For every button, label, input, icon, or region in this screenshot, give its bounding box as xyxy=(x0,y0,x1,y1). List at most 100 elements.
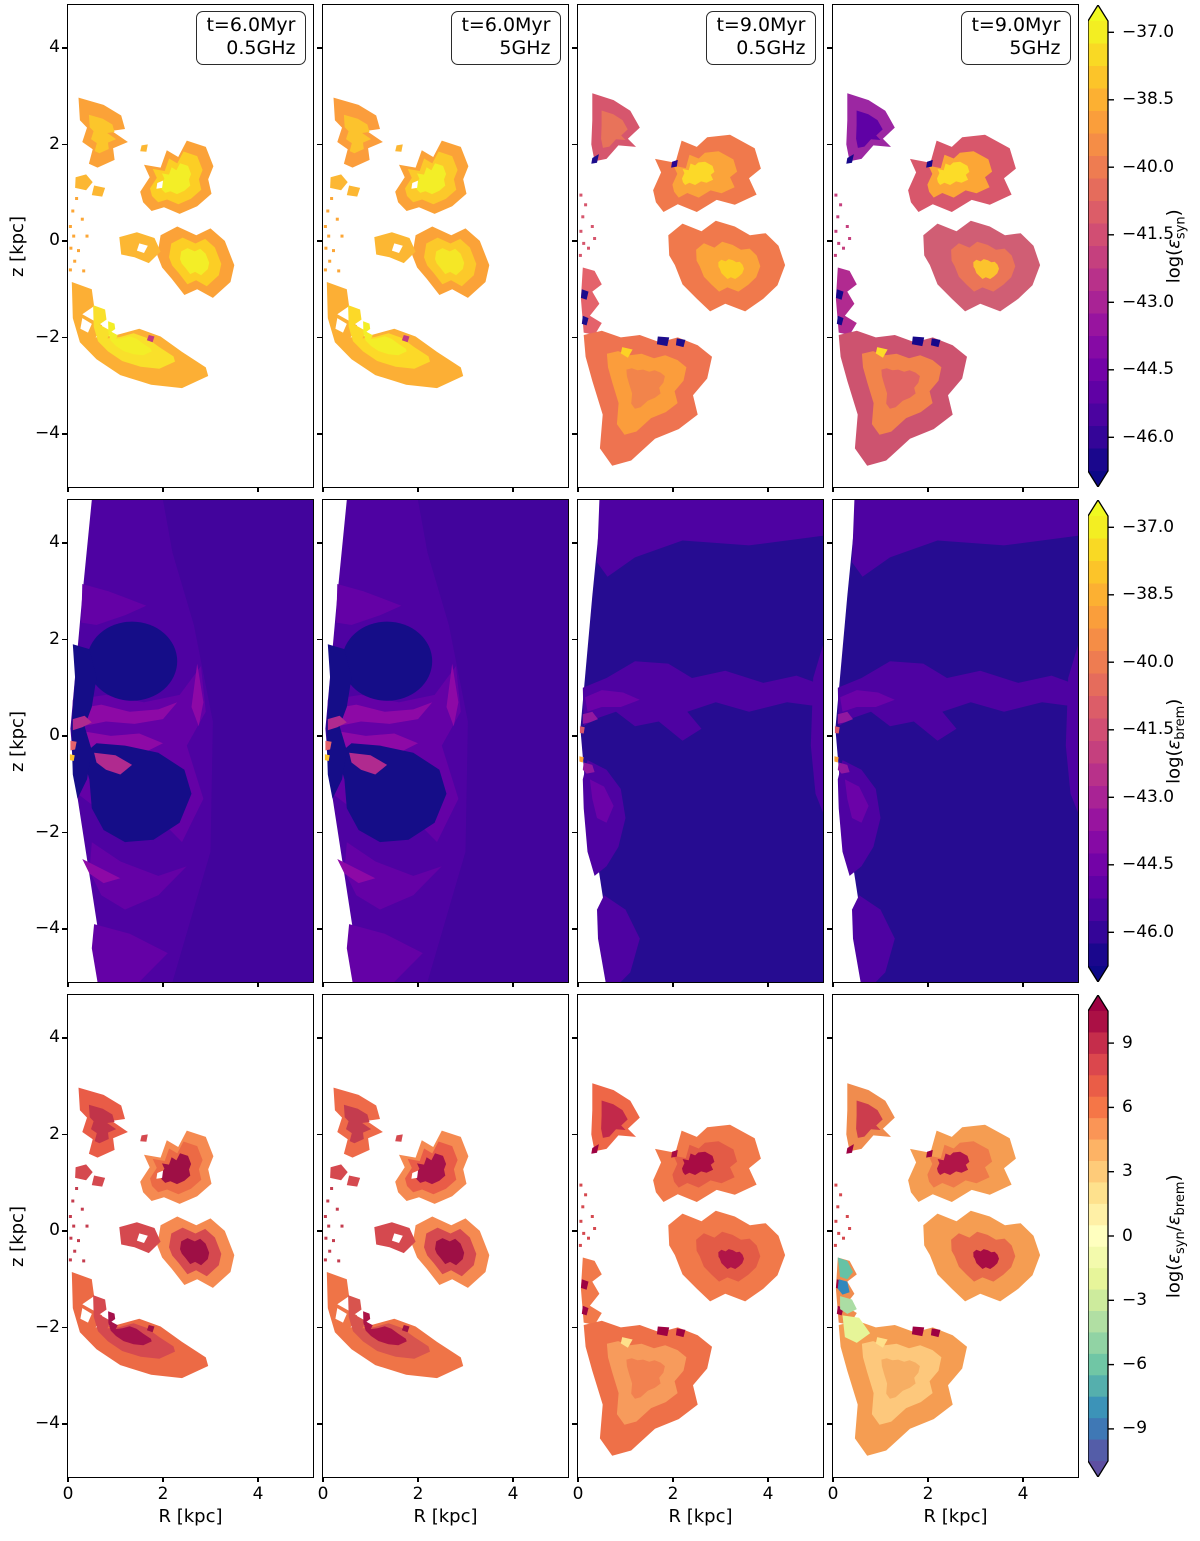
colorbar-tick-label: −46.0 xyxy=(1122,426,1175,447)
y-tick-mark xyxy=(316,831,322,834)
x-tick-mark xyxy=(67,982,69,987)
colorbar-brem xyxy=(1087,498,1116,984)
x-tick-label: 0 xyxy=(827,1484,839,1504)
y-tick-mark xyxy=(316,1037,322,1039)
colorbar-label-brem-wrap: log(εbrem) xyxy=(1156,500,1196,982)
y-tick-mark xyxy=(61,240,67,242)
colorbar-tick-label: −37.0 xyxy=(1122,516,1175,537)
panel-syn-t9-0p5ghz: t=9.0Myr 0.5GHz xyxy=(576,3,824,488)
x-tick-mark xyxy=(767,982,769,987)
colorbar-tick-label: −6 xyxy=(1122,1354,1148,1375)
colorbar-label-part: log( xyxy=(1163,248,1185,283)
x-tick-mark xyxy=(577,1477,579,1482)
y-tick-mark xyxy=(571,1230,577,1232)
x-tick-label: 4 xyxy=(507,1484,519,1504)
y-tick-label: −4 xyxy=(34,1413,60,1434)
panel-plot xyxy=(322,4,568,487)
colorbar-plot xyxy=(1087,993,1114,1479)
panel-brem-t6-5ghz xyxy=(321,498,569,983)
colorbar-label-part: ) xyxy=(1163,209,1185,217)
y-tick-mark xyxy=(571,336,577,339)
x-tick-label: 4 xyxy=(1017,1484,1029,1504)
panel-ratio-t6-0p5ghz xyxy=(66,993,314,1478)
y-tick-label: −4 xyxy=(34,918,60,939)
y-tick-mark xyxy=(316,433,322,435)
x-tick-label: 0 xyxy=(317,1484,329,1504)
y-tick-mark xyxy=(571,928,577,930)
panel-label-box: t=9.0Myr 0.5GHz xyxy=(706,10,816,66)
panel-brem-t6-0p5ghz xyxy=(66,498,314,983)
colorbar-label-syn: log(εsyn) xyxy=(1164,209,1189,283)
x-tick-mark xyxy=(322,982,324,987)
y-tick-mark xyxy=(61,336,67,339)
y-tick-mark xyxy=(571,831,577,834)
x-tick-label: 4 xyxy=(252,1484,264,1504)
x-tick-mark xyxy=(577,487,579,492)
y-tick-label: −2 xyxy=(34,821,60,842)
x-tick-mark xyxy=(162,982,164,987)
x-tick-mark xyxy=(927,982,929,987)
panel-plot xyxy=(67,499,313,982)
colorbar-syn xyxy=(1087,3,1116,489)
y-tick-mark xyxy=(61,542,67,544)
x-tick-mark xyxy=(672,982,674,987)
y-tick-mark xyxy=(826,240,832,242)
colorbar-label-part: brem xyxy=(1173,705,1189,740)
panel-label-freq: 5GHz xyxy=(499,37,551,60)
colorbar-label-brem: log(εbrem) xyxy=(1164,698,1189,783)
y-tick-mark xyxy=(826,1133,832,1136)
x-tick-mark xyxy=(927,487,929,492)
colorbar-tick-label: −41.5 xyxy=(1122,719,1175,740)
panel-plot xyxy=(577,499,823,982)
panel-plot xyxy=(832,4,1078,487)
y-tick-mark xyxy=(61,47,67,49)
y-tick-mark xyxy=(826,47,832,49)
x-tick-label: 2 xyxy=(157,1484,169,1504)
y-tick-mark xyxy=(61,928,67,930)
x-tick-mark xyxy=(257,982,259,987)
panel-label-time: t=6.0Myr xyxy=(206,13,296,36)
panel-label-time: t=9.0Myr xyxy=(716,13,806,36)
colorbar-tick-label: −9 xyxy=(1122,1418,1148,1439)
x-tick-mark xyxy=(672,487,674,492)
panel-plot xyxy=(577,4,823,487)
x-tick-mark xyxy=(577,982,579,987)
panel-brem-t9-5ghz xyxy=(831,498,1079,983)
colorbar-tick-label: −41.5 xyxy=(1122,224,1175,245)
colorbar-label-part: ) xyxy=(1163,1174,1185,1182)
colorbar-label-part: log( xyxy=(1163,1263,1185,1298)
x-tick-mark xyxy=(322,487,324,492)
y-tick-label: 2 xyxy=(49,1123,60,1144)
colorbar-label-part: syn xyxy=(1173,1230,1189,1254)
y-tick-mark xyxy=(826,928,832,930)
x-axis-label-col1: R [kpc] xyxy=(158,1506,223,1527)
colorbar-tick-label: 9 xyxy=(1122,1032,1133,1053)
x-tick-label: 0 xyxy=(572,1484,584,1504)
panel-plot xyxy=(577,994,823,1477)
panel-label-time: t=9.0Myr xyxy=(971,13,1061,36)
y-tick-label: 4 xyxy=(49,1027,60,1048)
panel-syn-t9-5ghz: t=9.0Myr 5GHz xyxy=(831,3,1079,488)
y-tick-mark xyxy=(61,735,67,737)
y-tick-label: −2 xyxy=(34,326,60,347)
x-axis-label-col4: R [kpc] xyxy=(923,1506,988,1527)
x-tick-mark xyxy=(1022,982,1024,987)
x-tick-mark xyxy=(767,1477,769,1482)
panel-label-box: t=6.0Myr 5GHz xyxy=(451,10,561,66)
x-tick-mark xyxy=(1022,487,1024,492)
x-tick-mark xyxy=(67,1477,69,1482)
colorbar-tick-label: −37.0 xyxy=(1122,21,1175,42)
x-tick-label: 2 xyxy=(922,1484,934,1504)
y-tick-mark xyxy=(571,638,577,641)
panel-label-time: t=6.0Myr xyxy=(461,13,551,36)
panel-label-freq: 5GHz xyxy=(1009,37,1061,60)
colorbar-tick-label: −43.0 xyxy=(1122,786,1175,807)
x-tick-mark xyxy=(927,1477,929,1482)
colorbar-tick-label: −46.0 xyxy=(1122,921,1175,942)
colorbar-label-ratio: log(εsyn/εbrem) xyxy=(1164,1174,1189,1298)
y-tick-label: −4 xyxy=(34,423,60,444)
y-tick-mark xyxy=(61,143,67,146)
x-tick-label: 4 xyxy=(762,1484,774,1504)
colorbar-label-part: log( xyxy=(1163,749,1185,784)
